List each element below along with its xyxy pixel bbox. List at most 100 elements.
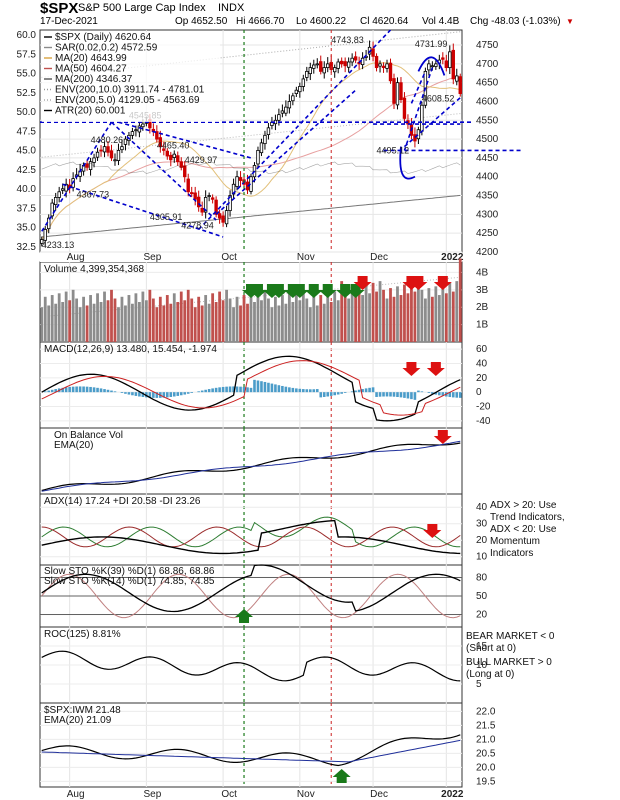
roc-line xyxy=(41,650,461,682)
volume-bar xyxy=(92,303,96,342)
volume-bar xyxy=(64,291,68,342)
macd-tick-label: -20 xyxy=(476,402,491,413)
candle-body xyxy=(88,161,93,170)
macd-histogram-bar xyxy=(253,379,256,393)
macd-histogram-bar xyxy=(183,392,187,395)
candle-body xyxy=(113,159,117,162)
volume-bar xyxy=(54,303,58,342)
volume-bar xyxy=(253,302,256,342)
macd-histogram-bar xyxy=(134,392,138,396)
price-tick-label: 4400 xyxy=(476,172,499,183)
candle-body xyxy=(388,62,393,82)
ratio-ema-line xyxy=(41,739,461,763)
candle-body xyxy=(298,86,302,93)
macd-histogram-bar xyxy=(284,386,288,393)
volume-bar xyxy=(322,303,326,342)
candle-body xyxy=(256,150,260,165)
price-tick-label: 4450 xyxy=(476,153,499,164)
volume-bar xyxy=(437,295,441,342)
volume-bar xyxy=(308,307,312,342)
candle-body xyxy=(43,229,47,241)
sto14-line xyxy=(41,573,461,619)
volume-bar xyxy=(165,295,169,342)
candle-body xyxy=(207,195,211,197)
green-arrow-icon xyxy=(248,284,267,298)
macd-histogram-bar xyxy=(333,392,337,396)
volume-bar xyxy=(78,307,82,342)
volume-bar xyxy=(277,305,281,342)
macd-histogram-bar xyxy=(78,386,82,393)
price-tick-label: 4250 xyxy=(476,228,499,239)
macd-histogram-bar xyxy=(249,387,253,393)
candle-body xyxy=(280,110,285,114)
volume-bar xyxy=(183,300,187,342)
macd-histogram-bar xyxy=(385,392,389,397)
adx-tick-label: 30 xyxy=(476,519,488,530)
macd-histogram-bar xyxy=(221,386,225,393)
macd-histogram-bar xyxy=(455,392,459,398)
candle-body xyxy=(402,97,407,119)
green-arrow-icon xyxy=(269,284,288,298)
macd-histogram-bar xyxy=(127,392,131,395)
candle-body xyxy=(343,61,347,67)
obv-ema-legend: EMA(20) xyxy=(54,440,93,451)
volume-bar xyxy=(315,305,319,342)
candle-body xyxy=(305,70,309,78)
roc-tick-label: 5 xyxy=(476,679,482,690)
candle-body xyxy=(141,123,145,128)
macd-histogram-bar xyxy=(399,392,403,398)
volume-bar xyxy=(368,293,371,342)
macd-tick-label: 40 xyxy=(476,359,488,370)
candle-body xyxy=(217,213,222,219)
candle-body xyxy=(137,125,142,133)
macd-histogram-bar xyxy=(396,392,399,397)
atr-tick-label: 35.0 xyxy=(17,223,37,234)
red-arrow-icon xyxy=(402,362,421,376)
trend-line xyxy=(118,121,252,159)
x-tick-label: 2022 xyxy=(441,252,464,263)
main-legend-item: MA(50) 4604.27 xyxy=(55,64,127,75)
candle-body xyxy=(40,239,44,244)
volume-bar xyxy=(399,295,403,342)
volume-tick-label: 1B xyxy=(476,320,489,331)
macd-legend: MACD(12,26,9) 13.480, 15.454, -1.974 xyxy=(44,344,217,355)
volume-bar xyxy=(291,302,295,342)
volume-tick-label: 4B xyxy=(476,267,489,278)
env10-upper-line xyxy=(41,31,461,78)
volume-bar xyxy=(162,305,166,342)
macd-histogram-bar xyxy=(368,387,371,393)
candle-body xyxy=(64,183,68,192)
atr-tick-label: 50.0 xyxy=(17,107,37,118)
ratio-tick-label: 20.0 xyxy=(476,762,496,773)
macd-histogram-bar xyxy=(228,386,232,393)
volume-bar xyxy=(326,293,330,342)
volume-bar xyxy=(214,302,218,342)
obv-ema-line xyxy=(41,440,461,492)
candle-body xyxy=(99,149,103,152)
arc-annotation xyxy=(399,146,416,180)
volume-bar xyxy=(211,293,215,342)
candle-body xyxy=(291,95,295,102)
candle-body xyxy=(172,153,176,158)
volume-bar xyxy=(96,293,99,342)
bull-note: BULL MARKET > 0 xyxy=(466,657,552,668)
candle-body xyxy=(259,142,264,154)
candle-body xyxy=(315,63,319,66)
macd-histogram-bar xyxy=(336,392,340,395)
candle-body xyxy=(196,196,201,208)
volume-bar xyxy=(68,300,72,342)
macd-tick-label: 0 xyxy=(476,387,482,398)
macd-tick-label: 20 xyxy=(476,373,488,384)
volume-bar xyxy=(385,298,389,342)
macd-histogram-bar xyxy=(214,387,218,393)
candle-body xyxy=(95,151,100,158)
green-up-arrow-icon xyxy=(332,769,351,783)
volume-bar xyxy=(176,302,180,342)
candle-body xyxy=(336,61,340,69)
price-tick-label: 4300 xyxy=(476,209,499,220)
red-arrow-icon xyxy=(426,362,445,376)
trend-line xyxy=(403,67,434,151)
candle-body xyxy=(193,192,197,200)
green-arrow-icon xyxy=(336,284,355,298)
macd-histogram-bar xyxy=(458,392,462,398)
